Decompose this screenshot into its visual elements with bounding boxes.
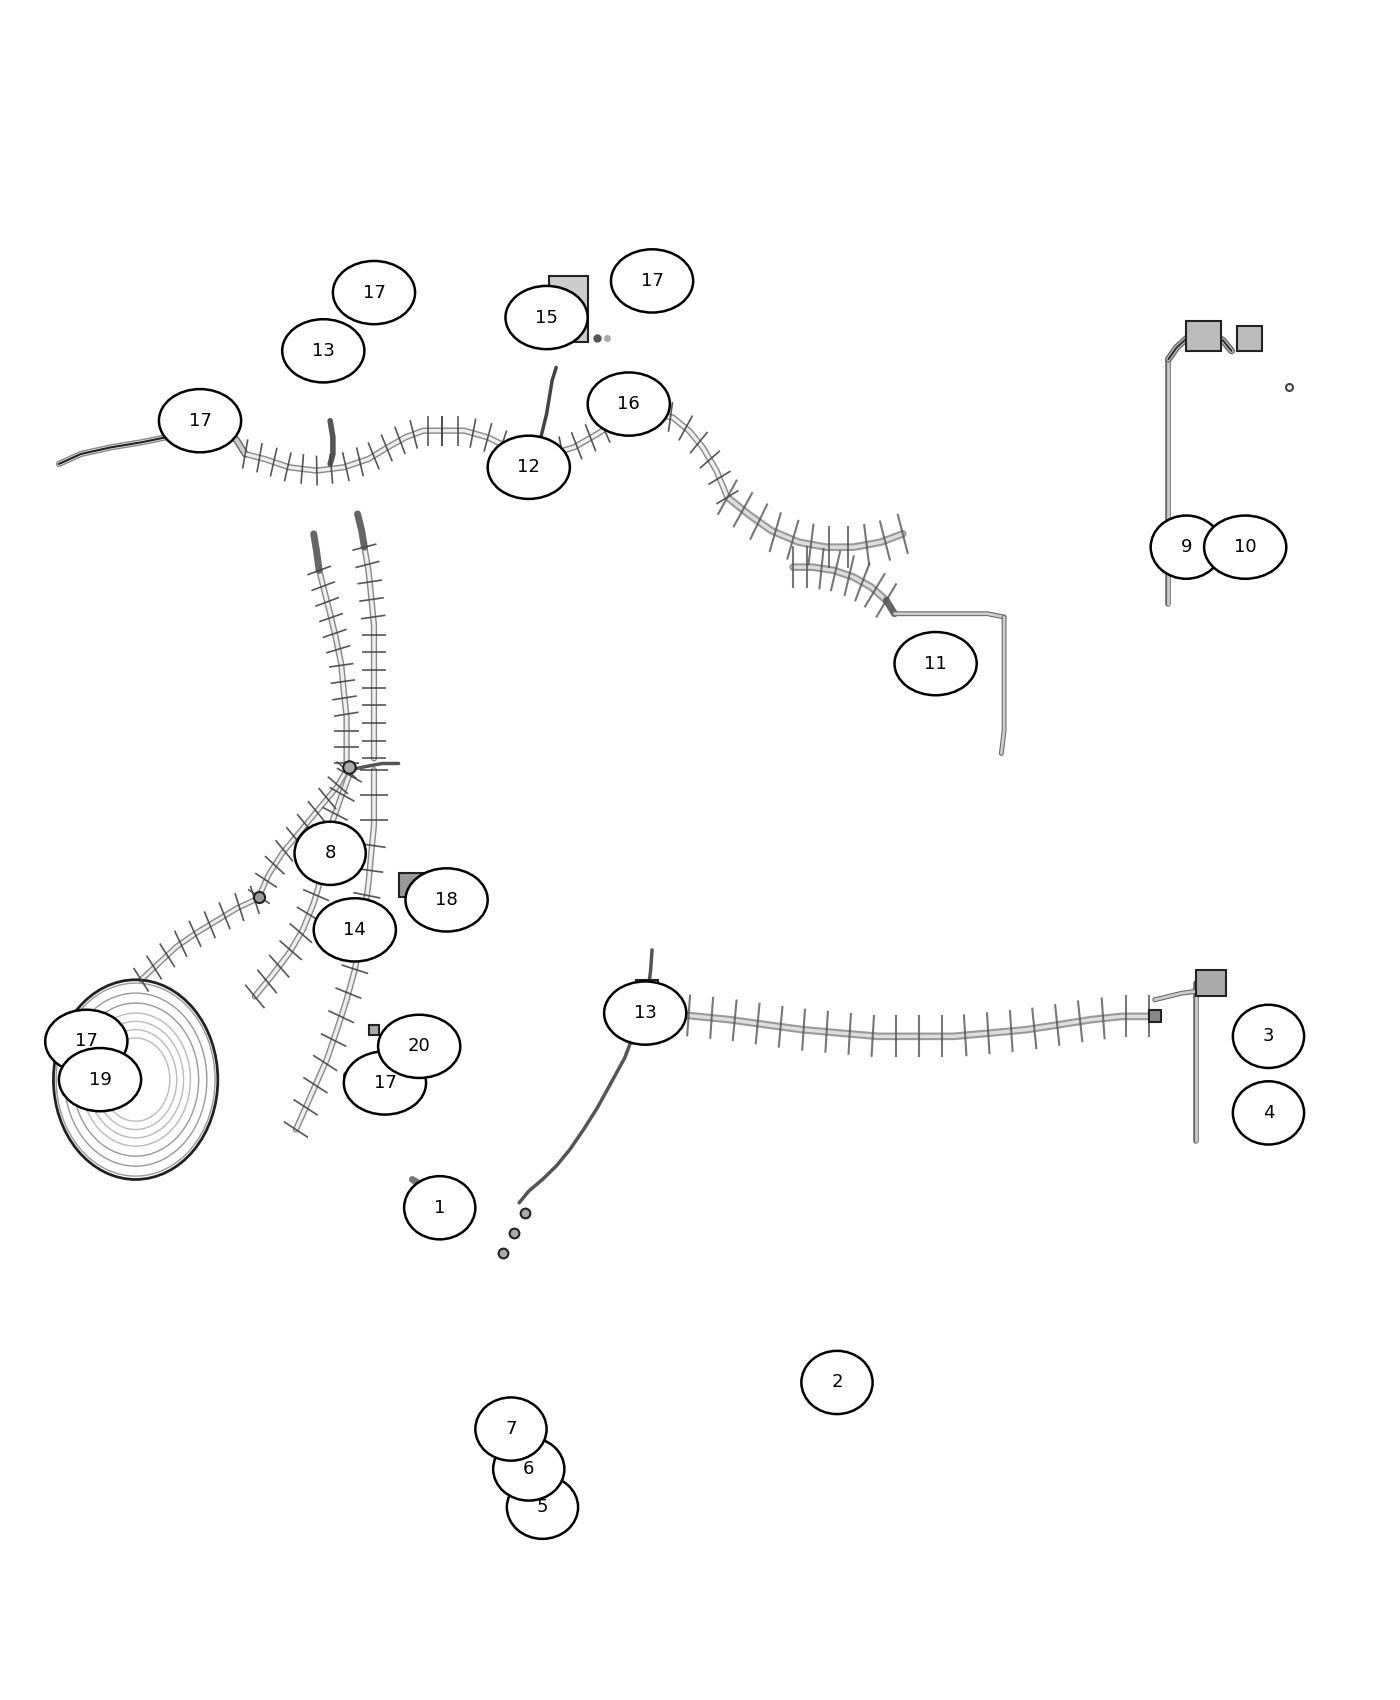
FancyBboxPatch shape — [1196, 969, 1226, 996]
Text: 6: 6 — [524, 1460, 535, 1477]
Ellipse shape — [487, 435, 570, 498]
Text: 17: 17 — [641, 272, 664, 291]
Text: 7: 7 — [505, 1420, 517, 1438]
Text: 12: 12 — [518, 459, 540, 476]
Ellipse shape — [1151, 515, 1222, 578]
Ellipse shape — [1204, 515, 1287, 578]
FancyBboxPatch shape — [1186, 321, 1221, 350]
Ellipse shape — [605, 981, 686, 1046]
Text: 11: 11 — [924, 654, 946, 673]
Text: 15: 15 — [535, 308, 559, 326]
Ellipse shape — [333, 262, 414, 325]
Ellipse shape — [406, 869, 487, 932]
Text: 17: 17 — [363, 284, 385, 301]
Text: 17: 17 — [189, 411, 211, 430]
Ellipse shape — [505, 286, 588, 348]
Ellipse shape — [1233, 1005, 1303, 1068]
Ellipse shape — [588, 372, 669, 435]
Ellipse shape — [314, 898, 396, 962]
Text: 3: 3 — [1263, 1027, 1274, 1046]
Text: 13: 13 — [312, 342, 335, 360]
Text: 9: 9 — [1180, 539, 1191, 556]
Ellipse shape — [378, 1015, 461, 1078]
FancyBboxPatch shape — [399, 874, 426, 896]
Ellipse shape — [507, 1476, 578, 1538]
Text: 1: 1 — [434, 1198, 445, 1217]
Text: 14: 14 — [343, 921, 367, 938]
Ellipse shape — [294, 821, 365, 886]
Text: 13: 13 — [634, 1005, 657, 1022]
Ellipse shape — [476, 1397, 546, 1460]
Ellipse shape — [59, 1047, 141, 1112]
Text: 20: 20 — [407, 1037, 431, 1056]
Ellipse shape — [801, 1352, 872, 1414]
Text: 4: 4 — [1263, 1103, 1274, 1122]
Ellipse shape — [405, 1176, 476, 1239]
Ellipse shape — [493, 1438, 564, 1501]
Ellipse shape — [1233, 1081, 1303, 1144]
FancyBboxPatch shape — [549, 275, 588, 342]
Ellipse shape — [895, 632, 977, 695]
Ellipse shape — [45, 1010, 127, 1073]
Ellipse shape — [283, 320, 364, 382]
Ellipse shape — [160, 389, 241, 452]
Text: 16: 16 — [617, 394, 640, 413]
Text: 5: 5 — [536, 1498, 549, 1516]
Text: 2: 2 — [832, 1374, 843, 1392]
FancyBboxPatch shape — [1238, 326, 1261, 350]
Ellipse shape — [344, 1051, 426, 1115]
Text: 8: 8 — [325, 845, 336, 862]
Text: 19: 19 — [88, 1071, 112, 1088]
FancyBboxPatch shape — [636, 979, 658, 1017]
Text: 18: 18 — [435, 891, 458, 910]
Text: 17: 17 — [374, 1074, 396, 1091]
Ellipse shape — [610, 250, 693, 313]
Text: 17: 17 — [74, 1032, 98, 1051]
Text: 10: 10 — [1233, 539, 1257, 556]
